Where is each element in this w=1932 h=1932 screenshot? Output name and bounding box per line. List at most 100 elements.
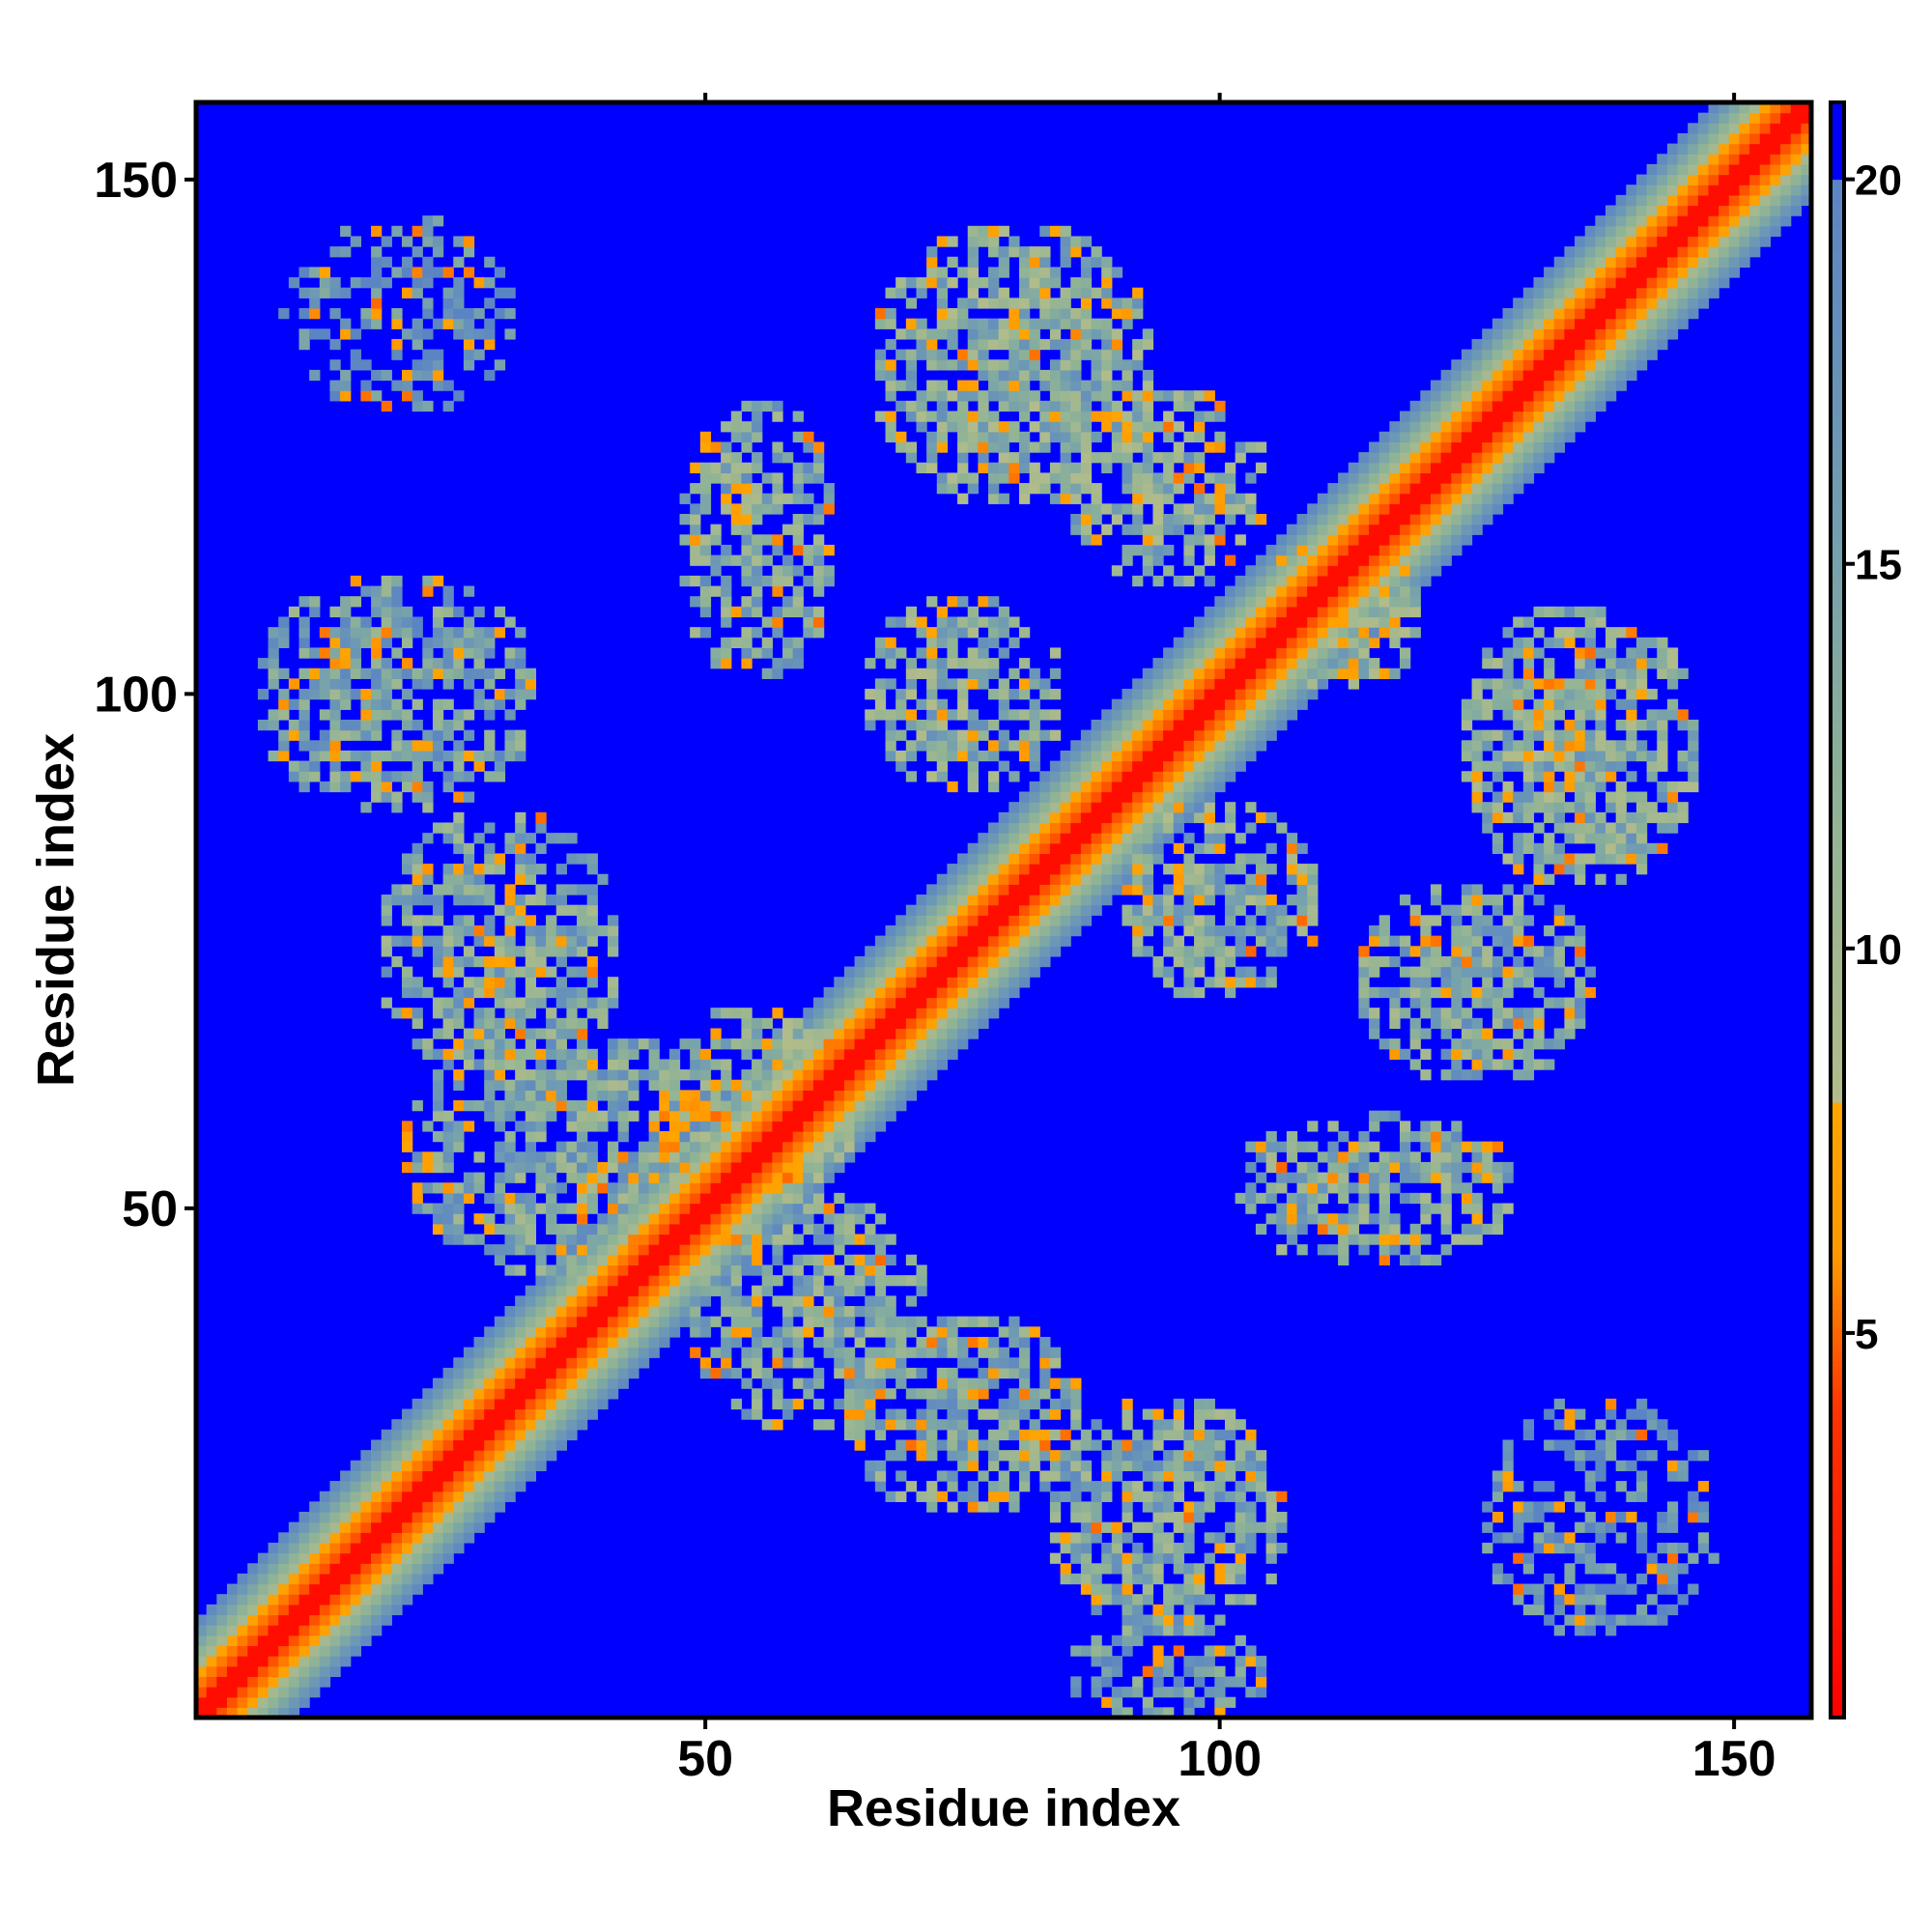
heatmap-cell: [1070, 462, 1082, 473]
heatmap-cell: [546, 986, 557, 999]
heatmap-cell: [834, 1192, 845, 1205]
heatmap-cell: [555, 1151, 567, 1163]
heatmap-cell: [1049, 884, 1062, 895]
heatmap-cell: [1163, 1552, 1175, 1564]
heatmap-cell: [1224, 1542, 1236, 1554]
heatmap-cell: [617, 1357, 629, 1369]
heatmap-cell: [823, 1008, 835, 1019]
heatmap-cell: [309, 267, 321, 278]
heatmap-cell: [782, 1295, 794, 1307]
heatmap-cell: [988, 411, 1000, 422]
heatmap-cell: [978, 277, 989, 289]
heatmap-cell: [1132, 349, 1144, 360]
heatmap-cell: [546, 1048, 557, 1061]
heatmap-cell: [1173, 1481, 1184, 1492]
heatmap-cell: [741, 1378, 753, 1389]
heatmap-cell: [1255, 513, 1267, 526]
heatmap-cell: [555, 1254, 567, 1266]
heatmap-cell: [504, 1316, 516, 1327]
heatmap-cell: [340, 596, 352, 608]
heatmap-cell: [947, 658, 958, 669]
heatmap-cell: [566, 966, 578, 978]
heatmap-cell: [967, 338, 979, 351]
heatmap-cell: [525, 1038, 537, 1050]
heatmap-cell: [329, 246, 341, 258]
heatmap-cell: [1183, 1542, 1195, 1554]
heatmap-cell: [823, 1130, 835, 1143]
heatmap-cell: [278, 689, 290, 700]
heatmap-cell: [607, 1244, 619, 1256]
heatmap-cell: [453, 842, 465, 855]
heatmap-cell: [1018, 935, 1031, 947]
heatmap-cell: [843, 1367, 856, 1379]
heatmap-cell: [978, 668, 989, 679]
heatmap-cell: [1009, 771, 1020, 782]
heatmap-cell: [1265, 1552, 1277, 1564]
heatmap-cell: [710, 1182, 722, 1194]
heatmap-cell: [978, 1439, 989, 1451]
heatmap-cell: [752, 483, 763, 495]
heatmap-cell: [834, 1316, 845, 1327]
heatmap-cell: [865, 966, 876, 978]
heatmap-cell: [905, 771, 918, 782]
heatmap-cell: [494, 1244, 506, 1256]
heatmap-cell: [854, 1130, 866, 1143]
heatmap-cell: [1111, 1532, 1123, 1544]
heatmap-cell: [1204, 647, 1215, 659]
heatmap-cell: [812, 1017, 825, 1030]
heatmap-cell: [957, 915, 969, 926]
heatmap-cell: [226, 1594, 239, 1605]
heatmap-cell: [967, 781, 979, 793]
heatmap-cell: [1224, 503, 1236, 515]
heatmap-cell: [401, 1481, 413, 1492]
heatmap-cell: [515, 1306, 526, 1318]
heatmap-cell: [1204, 719, 1215, 731]
heatmap-cell: [442, 1203, 454, 1214]
heatmap-cell: [360, 616, 372, 628]
heatmap-cell: [947, 935, 958, 947]
heatmap-cell: [1122, 884, 1133, 895]
heatmap-cell: [1204, 472, 1215, 484]
heatmap-cell: [905, 668, 918, 679]
heatmap-cell: [381, 1439, 392, 1451]
heatmap-cell: [391, 740, 403, 752]
heatmap-cell: [752, 575, 763, 587]
heatmap-cell: [936, 771, 949, 782]
heatmap-cell: [916, 390, 927, 402]
heatmap-cell: [1009, 668, 1020, 679]
heatmap-cell: [453, 307, 465, 320]
heatmap-cell: [730, 606, 743, 618]
heatmap-cell: [1224, 977, 1236, 988]
heatmap-cell: [1214, 483, 1226, 495]
heatmap-cell: [525, 1326, 537, 1338]
heatmap-cell: [257, 719, 270, 731]
heatmap-cell: [577, 1110, 588, 1122]
heatmap-cell: [442, 873, 454, 885]
heatmap-cell: [967, 760, 979, 772]
heatmap-cell: [226, 1614, 239, 1626]
heatmap-cell: [874, 1038, 887, 1050]
heatmap-cell: [1009, 915, 1020, 926]
heatmap-cell: [905, 616, 918, 628]
heatmap-cell: [843, 1069, 856, 1081]
heatmap-cell: [1204, 750, 1215, 762]
heatmap-cell: [329, 359, 341, 371]
heatmap-cell: [690, 462, 701, 473]
heatmap-cell: [843, 1398, 856, 1410]
heatmap-cell: [895, 1028, 907, 1039]
heatmap-cell: [319, 678, 331, 690]
heatmap-cell: [1049, 225, 1062, 238]
heatmap-cell: [638, 1316, 650, 1327]
heatmap-cell: [391, 698, 403, 710]
heatmap-cell: [1132, 1625, 1144, 1636]
heatmap-cell: [1111, 1634, 1123, 1647]
heatmap-cell: [854, 1141, 866, 1152]
heatmap-cell: [967, 1481, 979, 1492]
heatmap-cell: [247, 1563, 259, 1575]
heatmap-cell: [1009, 977, 1020, 988]
heatmap-cell: [721, 658, 732, 669]
heatmap-cell: [905, 1316, 918, 1327]
heatmap-cell: [442, 1470, 454, 1482]
heatmap-cell: [936, 977, 949, 988]
heatmap-cell: [463, 585, 475, 597]
